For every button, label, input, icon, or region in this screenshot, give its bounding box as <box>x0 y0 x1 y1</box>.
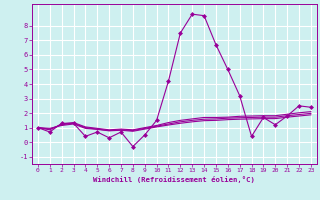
X-axis label: Windchill (Refroidissement éolien,°C): Windchill (Refroidissement éolien,°C) <box>93 176 255 183</box>
